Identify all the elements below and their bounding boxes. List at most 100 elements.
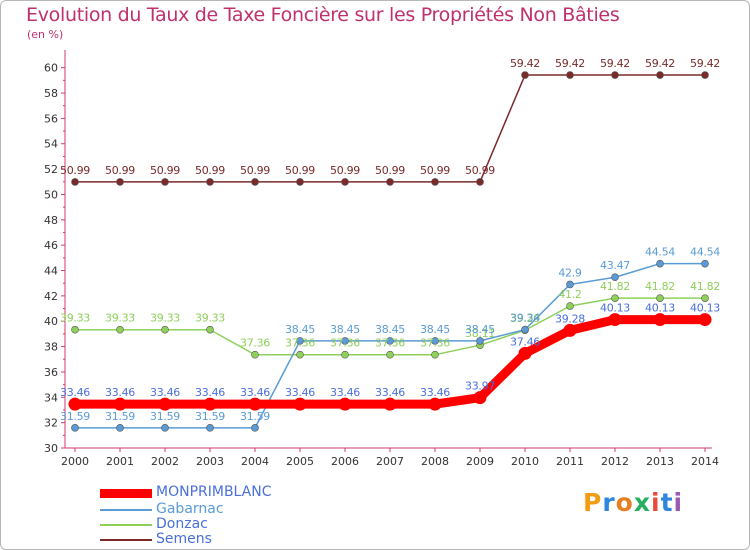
- data-label-semens: 50.99: [285, 164, 315, 177]
- y-tick-label: 60: [44, 62, 58, 75]
- data-point-semens: [431, 178, 439, 186]
- x-tick-label: 2001: [106, 455, 134, 468]
- data-label-semens: 59.42: [510, 57, 540, 70]
- x-tick-label: 2014: [691, 455, 719, 468]
- data-label-monprimblanc: 37.46: [510, 335, 540, 348]
- data-label-semens: 59.42: [600, 57, 630, 70]
- data-point-donzac: [341, 350, 349, 359]
- data-label-semens: 50.99: [240, 164, 270, 177]
- y-tick-label: 34: [44, 391, 58, 404]
- data-label-donzac: 37.36: [240, 337, 270, 350]
- data-label-donzac: 39.33: [150, 312, 180, 325]
- data-label-semens: 50.99: [330, 164, 360, 177]
- data-label-gabarnac: 38.45: [285, 323, 315, 336]
- y-tick-label: 38: [44, 341, 58, 354]
- data-point-gabarnac: [206, 424, 214, 432]
- data-label-donzac: 39.29: [510, 312, 540, 325]
- logo-letter: t: [660, 488, 674, 517]
- data-label-donzac: 39.33: [105, 312, 135, 325]
- data-label-donzac: 37.36: [420, 337, 450, 350]
- data-label-monprimblanc: 33.46: [60, 386, 90, 399]
- data-label-monprimblanc: 40.13: [600, 302, 630, 315]
- data-point-gabarnac: [386, 337, 394, 345]
- data-point-gabarnac: [341, 337, 349, 345]
- data-point-monprimblanc: [158, 397, 172, 411]
- data-point-gabarnac: [476, 337, 484, 345]
- x-tick-label: 2011: [556, 455, 584, 468]
- data-point-monprimblanc: [563, 323, 577, 337]
- data-point-monprimblanc: [113, 397, 127, 411]
- data-point-semens: [656, 71, 664, 79]
- data-point-semens: [116, 178, 124, 186]
- chart-title: Evolution du Taux de Taxe Foncière sur l…: [26, 4, 620, 26]
- x-tick-label: 2006: [331, 455, 359, 468]
- data-point-donzac: [116, 325, 124, 334]
- data-label-monprimblanc: 39.28: [555, 312, 585, 325]
- data-point-gabarnac: [71, 424, 79, 432]
- data-label-gabarnac: 31.59: [150, 410, 180, 423]
- data-label-gabarnac: 38.45: [375, 323, 405, 336]
- data-point-monprimblanc: [653, 313, 667, 327]
- data-label-monprimblanc: 33.46: [420, 386, 450, 399]
- data-point-gabarnac: [116, 424, 124, 432]
- data-point-donzac: [566, 302, 574, 310]
- data-label-gabarnac: 31.59: [240, 410, 270, 423]
- data-point-monprimblanc: [698, 313, 712, 327]
- data-point-monprimblanc: [473, 391, 487, 405]
- data-label-gabarnac: 31.59: [60, 410, 90, 423]
- data-point-gabarnac: [656, 259, 664, 268]
- data-label-donzac: 37.36: [330, 337, 360, 350]
- data-label-semens: 50.99: [60, 164, 90, 177]
- y-tick-label: 46: [44, 239, 58, 252]
- legend-swatch-gabarnac: [100, 509, 152, 511]
- data-label-monprimblanc: 33.46: [375, 386, 405, 399]
- legend-swatch-monprimblanc: [100, 489, 152, 498]
- data-label-semens: 59.42: [690, 57, 720, 70]
- y-tick-label: 54: [44, 138, 58, 151]
- data-label-donzac: 38.11: [465, 327, 495, 340]
- data-point-gabarnac: [611, 273, 619, 282]
- data-label-donzac: 39.33: [60, 312, 90, 325]
- data-point-monprimblanc: [428, 397, 442, 411]
- x-tick-label: 2003: [196, 455, 224, 468]
- legend-label: Donzac: [156, 516, 208, 532]
- data-point-gabarnac: [566, 280, 574, 289]
- data-label-donzac: 41.82: [690, 280, 720, 293]
- data-label-monprimblanc: 33.46: [240, 386, 270, 399]
- data-point-semens: [161, 178, 169, 186]
- data-label-gabarnac: 44.54: [645, 246, 675, 259]
- y-tick-label: 36: [44, 366, 58, 379]
- data-point-monprimblanc: [383, 397, 397, 411]
- data-point-semens: [386, 178, 394, 186]
- data-label-semens: 50.99: [375, 164, 405, 177]
- data-point-monprimblanc: [608, 313, 622, 327]
- data-label-gabarnac: 31.59: [195, 410, 225, 423]
- data-point-gabarnac: [431, 337, 439, 345]
- data-label-semens: 50.99: [420, 164, 450, 177]
- x-tick-label: 2007: [376, 455, 404, 468]
- data-label-gabarnac: 43.47: [600, 259, 630, 272]
- x-tick-label: 2002: [151, 455, 179, 468]
- data-label-monprimblanc: 33.46: [285, 386, 315, 399]
- data-point-gabarnac: [296, 337, 304, 345]
- data-label-monprimblanc: 33.46: [105, 386, 135, 399]
- data-point-semens: [251, 178, 259, 186]
- data-label-gabarnac: 38.45: [330, 323, 360, 336]
- data-label-monprimblanc: 33.46: [330, 386, 360, 399]
- data-point-donzac: [206, 325, 214, 334]
- logo-letter: i: [651, 488, 661, 517]
- x-tick-label: 2010: [511, 455, 539, 468]
- data-label-monprimblanc: 40.13: [645, 302, 675, 315]
- x-tick-label: 2013: [646, 455, 674, 468]
- data-label-semens: 50.99: [105, 164, 135, 177]
- data-point-gabarnac: [521, 325, 529, 334]
- x-tick-label: 2000: [61, 455, 89, 468]
- data-point-gabarnac: [701, 259, 709, 268]
- data-label-gabarnac: 38.45: [420, 323, 450, 336]
- data-point-monprimblanc: [293, 397, 307, 411]
- logo-letter: r: [602, 488, 616, 517]
- legend-swatch-semens: [100, 539, 152, 541]
- data-point-monprimblanc: [338, 397, 352, 411]
- y-tick-label: 44: [44, 265, 58, 278]
